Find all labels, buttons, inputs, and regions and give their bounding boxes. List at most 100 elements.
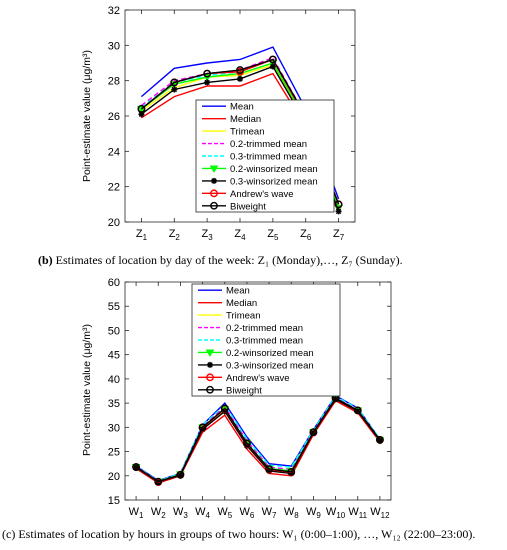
y-tick-label: 50 [108,325,120,337]
series-point-9 [220,404,229,413]
legend-entry: Median [230,114,261,125]
legend-entry: 0.2-trimmed mean [230,139,307,150]
legend-entry: 0.3-trimmed mean [226,336,303,347]
legend-entry: 0.2-winsorized mean [226,348,314,359]
y-tick-label: 24 [108,146,120,158]
y-tick-label: 20 [108,471,120,483]
series-point-7 [335,208,342,215]
x-tick-label: W3 [173,506,188,520]
x-tick-label: W12 [370,506,390,520]
legend-marker [210,189,218,198]
legend-entry: 0.3-winsorized mean [230,176,318,187]
x-tick-label: Z3 [202,228,214,242]
caption-b-letter: (b) [38,253,53,267]
x-tick-label: Z6 [300,228,312,242]
x-tick-label: W7 [262,506,277,520]
y-tick-label: 28 [108,76,120,88]
y-axis-label: Point-estimate value (μg/m³) [81,50,93,182]
legend-entry: 0.3-trimmed mean [230,152,307,163]
x-tick-label: W11 [348,506,367,520]
series-point-7 [376,437,383,444]
series-point-7 [204,79,211,86]
series-point-9 [309,428,318,437]
series-point-9 [236,66,244,74]
legend-entry: Median [226,298,257,309]
y-axis-label: Point-estimate value (μg/m³) [81,324,93,456]
series-point-9 [287,468,296,476]
series-point-9 [268,55,277,64]
caption-b: (b) Estimates of location by day of the … [38,253,507,267]
x-tick-label: W6 [239,506,254,520]
legend-entry: Mean [226,286,250,297]
y-tick-label: 40 [108,374,120,386]
series-point-7 [269,63,276,70]
y-tick-label: 55 [108,301,120,313]
x-tick-label: Z5 [267,228,279,242]
series-point-9 [176,470,185,479]
x-tick-label: W10 [326,506,346,520]
series-point-9 [334,200,343,209]
x-tick-label: W1 [129,506,144,520]
series-point-9 [243,439,251,448]
legend-marker [209,165,219,173]
legend-entry: Trimean [230,127,265,138]
legend-entry: 0.2-trimmed mean [226,323,303,334]
legend-marker [210,201,218,210]
legend-marker [205,349,215,357]
y-tick-label: 60 [108,277,120,289]
series-point-9 [265,465,273,473]
y-tick-label: 15 [108,495,120,507]
series-point-9 [154,477,163,486]
legend-marker [207,361,213,368]
x-tick-label: Z4 [234,228,246,242]
series-point-9 [132,463,140,471]
x-tick-label: Z1 [136,228,148,242]
series-point-9 [203,69,212,78]
legend-entry: Trimean [226,311,261,322]
x-tick-label: Z7 [333,228,345,242]
legend-entry: 0.2-winsorized mean [230,164,318,175]
y-tick-label: 32 [108,5,120,17]
series-point-7 [243,442,250,449]
y-tick-label: 20 [108,217,120,229]
legend-entry: Andrew's wave [226,373,290,384]
y-tick-label: 30 [108,422,120,434]
legend-marker [211,177,217,184]
series-point-7 [171,86,178,93]
legend-entry: Mean [230,102,254,113]
x-tick-label: W4 [195,506,210,520]
caption-c-letter: (c) [2,527,16,541]
y-tick-label: 26 [108,111,120,123]
legend-marker [206,385,214,394]
series-point-7 [288,470,295,477]
legend-entry: Biweight [226,385,262,396]
x-tick-label: W8 [284,506,299,520]
chart-2: 15 20 25 30 35 40 45 50 55 60 W1 W2 W3 W4 W5 W6 W7 W8 W9 W1… [81,277,392,520]
y-tick-label: 25 [108,447,120,459]
y-tick-label: 45 [108,350,120,362]
x-tick-label: W2 [151,506,166,520]
series-point-9 [137,105,146,113]
series-point-7 [266,467,273,474]
x-tick-label: Z2 [169,228,181,242]
legend-marker [206,373,214,382]
caption-c-text: Estimates of location by hours in groups… [18,527,476,541]
series-point-9 [376,436,384,444]
legend-entry: 0.3-winsorized mean [226,360,314,371]
series-point-7 [138,111,145,118]
series-point-9 [198,423,207,432]
caption-c: (c) Estimates of location by hours in gr… [2,527,476,541]
y-tick-label: 22 [108,182,120,194]
y-tick-label: 35 [108,398,120,410]
legend-entry: Andrew's wave [230,189,294,200]
series-point-7 [237,75,243,82]
series-point-9 [170,78,179,87]
x-tick-label: W5 [217,506,232,520]
caption-b-text: Estimates of location by day of the week… [55,253,403,267]
legend-entry: Biweight [230,201,266,212]
chart-1: 20 22 24 26 28 30 32 Z1 Z2 Z3 Z4 Z5 Z6 Z7 Point-estima… [81,5,356,242]
series-point-9 [353,406,362,415]
